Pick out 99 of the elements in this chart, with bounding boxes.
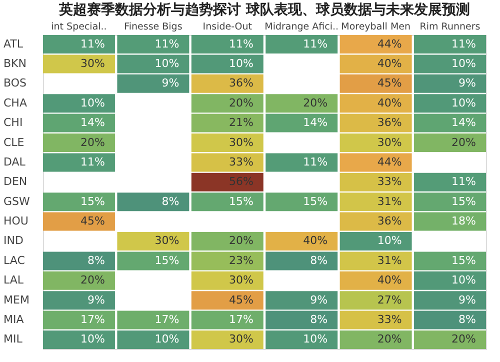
data-label: 44% bbox=[377, 37, 402, 50]
y-tick-label: BKN bbox=[4, 56, 26, 70]
y-tick-label: LAC bbox=[4, 254, 26, 267]
data-label: 10% bbox=[80, 332, 105, 346]
data-label: 15% bbox=[228, 194, 254, 208]
data-label: 11% bbox=[452, 175, 476, 188]
data-label: 31% bbox=[377, 254, 402, 267]
data-label: 20% bbox=[377, 332, 402, 346]
data-label: 11% bbox=[228, 37, 254, 50]
data-label: 40% bbox=[377, 96, 402, 110]
data-label: 11% bbox=[452, 37, 476, 50]
y-tick-label: MIA bbox=[4, 313, 24, 326]
data-label: 20% bbox=[452, 136, 476, 149]
x-tick-label: Rim Runners bbox=[420, 22, 480, 32]
data-label: 11% bbox=[154, 37, 180, 50]
data-label: 40% bbox=[377, 274, 402, 287]
data-label: 36% bbox=[377, 116, 402, 130]
data-label: 10% bbox=[303, 332, 328, 346]
x-tick-label: int Special.. bbox=[51, 22, 107, 32]
data-label: 56% bbox=[228, 175, 254, 188]
data-label: 15% bbox=[154, 254, 180, 267]
y-tick-label: MEM bbox=[4, 293, 30, 306]
data-label: 10% bbox=[80, 96, 105, 110]
data-label: 14% bbox=[303, 116, 328, 130]
y-tick-label: ATL bbox=[4, 37, 24, 50]
data-label: 21% bbox=[228, 116, 254, 130]
y-tick-label: CHA bbox=[4, 96, 28, 110]
data-label: 17% bbox=[154, 313, 180, 326]
data-label: 33% bbox=[377, 313, 402, 326]
data-label: 30% bbox=[228, 136, 254, 149]
data-label: 11% bbox=[80, 37, 105, 50]
data-label: 23% bbox=[228, 254, 254, 267]
y-tick-label: IND bbox=[4, 234, 24, 248]
data-label: 36% bbox=[377, 214, 402, 228]
y-tick-label: MIL bbox=[4, 332, 24, 346]
data-label: 11% bbox=[303, 37, 328, 50]
data-label: 30% bbox=[154, 234, 180, 248]
data-label: 11% bbox=[80, 155, 105, 168]
data-label: 15% bbox=[303, 194, 328, 208]
data-label: 20% bbox=[80, 136, 105, 149]
y-tick-label: DAL bbox=[4, 155, 26, 168]
data-label: 36% bbox=[228, 76, 254, 90]
y-tick-label: HOU bbox=[4, 214, 28, 228]
x-tick-label: Finesse Bigs bbox=[124, 22, 182, 32]
data-label: 40% bbox=[303, 234, 328, 248]
data-label: 44% bbox=[377, 155, 402, 168]
data-label: 31% bbox=[377, 194, 402, 208]
data-label: 20% bbox=[228, 96, 254, 110]
data-label: 30% bbox=[228, 332, 254, 346]
data-label: 20% bbox=[228, 234, 254, 248]
data-label: 18% bbox=[452, 214, 476, 228]
data-label: 9% bbox=[310, 293, 328, 306]
data-label: 10% bbox=[377, 234, 402, 248]
data-label: 17% bbox=[228, 313, 254, 326]
data-label: 10% bbox=[228, 56, 254, 70]
data-label: 10% bbox=[452, 274, 476, 287]
data-label: 8% bbox=[162, 194, 180, 208]
data-label: 10% bbox=[452, 56, 476, 70]
data-label: 20% bbox=[452, 332, 476, 346]
y-tick-label: DEN bbox=[4, 175, 28, 188]
y-tick-label: CHI bbox=[4, 116, 23, 130]
x-tick-label: Inside-Out bbox=[202, 22, 252, 32]
data-label: 14% bbox=[452, 116, 476, 130]
x-tick-label: Moreyball Men bbox=[341, 22, 410, 32]
chart-title: 英超赛季数据分析与趋势探讨 球队表现、球员数据与未来发展预测 bbox=[58, 1, 470, 18]
y-tick-label: GSW bbox=[4, 194, 30, 208]
data-label: 20% bbox=[303, 96, 328, 110]
data-label: 8% bbox=[458, 313, 476, 326]
data-label: 30% bbox=[80, 56, 105, 70]
data-label: 8% bbox=[310, 254, 328, 267]
data-label: 9% bbox=[458, 76, 476, 90]
data-label: 10% bbox=[154, 332, 180, 346]
data-label: 27% bbox=[377, 293, 402, 306]
data-label: 9% bbox=[458, 293, 476, 306]
data-label: 45% bbox=[228, 293, 254, 306]
data-label: 33% bbox=[377, 175, 402, 188]
data-label: 30% bbox=[377, 136, 402, 149]
data-label: 11% bbox=[303, 155, 328, 168]
y-tick-label: BOS bbox=[4, 76, 27, 90]
data-label: 15% bbox=[452, 254, 476, 267]
data-label: 30% bbox=[228, 274, 254, 287]
data-label: 45% bbox=[377, 76, 402, 90]
data-label: 9% bbox=[88, 293, 105, 306]
data-label: 9% bbox=[162, 76, 180, 90]
data-label: 14% bbox=[80, 116, 105, 130]
y-tick-label: CLE bbox=[4, 136, 24, 149]
data-label: 20% bbox=[80, 274, 105, 287]
data-label: 15% bbox=[452, 194, 476, 208]
data-label: 45% bbox=[80, 214, 105, 228]
data-label: 33% bbox=[228, 155, 254, 168]
data-label: 17% bbox=[80, 313, 105, 326]
x-tick-label: Midrange Afici.. bbox=[264, 22, 339, 32]
y-tick-label: LAL bbox=[4, 274, 24, 287]
data-label: 8% bbox=[88, 254, 105, 267]
data-label: 10% bbox=[452, 96, 476, 110]
data-label: 8% bbox=[310, 313, 328, 326]
data-label: 15% bbox=[80, 194, 105, 208]
data-label: 10% bbox=[154, 56, 180, 70]
data-label: 40% bbox=[377, 56, 402, 70]
